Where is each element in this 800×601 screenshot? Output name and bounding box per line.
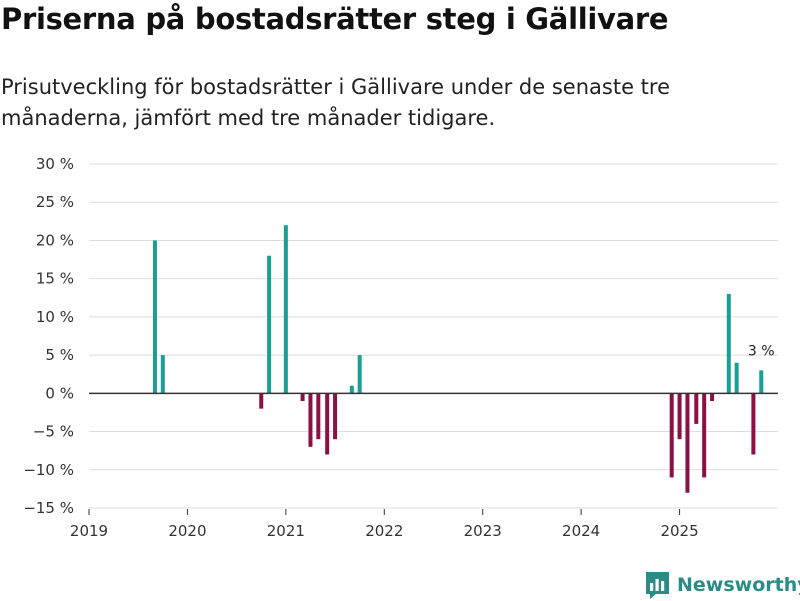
newsworthy-logo-icon	[646, 572, 669, 599]
bar-negative	[710, 393, 715, 401]
y-tick-label: −5 %	[33, 423, 74, 441]
bar-positive	[267, 255, 272, 394]
y-tick-label: 25 %	[36, 193, 74, 211]
bar-positive	[759, 370, 764, 394]
y-tick-label: 20 %	[36, 231, 74, 249]
bar-negative	[316, 393, 321, 440]
chart-title: Priserna på bostadsrätter steg i Gälliva…	[1, 2, 669, 36]
bar-positive	[283, 225, 288, 394]
x-tick-label: 2024	[562, 522, 600, 540]
x-tick-label: 2025	[660, 522, 698, 540]
bar-positive	[160, 355, 165, 394]
bar-positive	[357, 355, 362, 394]
price-change-bar-chart: −15 % −10 % −5 % 0 % 5 % 10 % 15 % 20 % 25 % 30 %…	[23, 155, 778, 540]
bar-negative	[259, 393, 264, 409]
bar-positive	[152, 240, 157, 394]
bar-positive	[726, 293, 731, 394]
bar-negative	[685, 393, 690, 493]
y-tick-label: −15 %	[23, 499, 74, 517]
y-tick-label: 0 %	[45, 384, 74, 402]
y-tick-label: −10 %	[23, 461, 74, 479]
y-tick-label: 5 %	[45, 346, 74, 364]
bar-negative	[677, 393, 682, 440]
x-tick-label: 2022	[365, 522, 403, 540]
y-tick-label: 10 %	[36, 308, 74, 326]
bar-negative	[300, 393, 305, 401]
bar-negative	[702, 393, 707, 478]
last-value-label: 3 %	[748, 343, 775, 359]
x-tick-label: 2023	[464, 522, 502, 540]
brand-logo: Newsworthy	[644, 569, 800, 601]
x-tick-label: 2020	[168, 522, 206, 540]
brand-name: Newsworthy	[677, 574, 800, 596]
bar-negative	[694, 393, 699, 424]
bar-negative	[325, 393, 330, 455]
x-axis-ticks: 2019 2020 2021 2022 2023 2024 2025	[70, 509, 699, 540]
y-tick-label: 30 %	[36, 155, 74, 173]
bar-negative	[308, 393, 313, 447]
bar-negative	[669, 393, 674, 478]
chart-subtitle: Prisutveckling för bostadsrätter i Gälli…	[1, 75, 670, 130]
x-tick-label: 2019	[70, 522, 108, 540]
y-axis-ticks: −15 % −10 % −5 % 0 % 5 % 10 % 15 % 20 % 25 % 30 %	[23, 155, 74, 517]
bars	[152, 225, 764, 493]
x-tick-label: 2021	[267, 522, 305, 540]
bar-positive	[734, 362, 739, 394]
y-tick-label: 15 %	[36, 270, 74, 288]
bar-negative	[751, 393, 756, 455]
bar-positive	[349, 385, 354, 394]
gridlines	[89, 163, 778, 509]
bar-negative	[333, 393, 338, 440]
